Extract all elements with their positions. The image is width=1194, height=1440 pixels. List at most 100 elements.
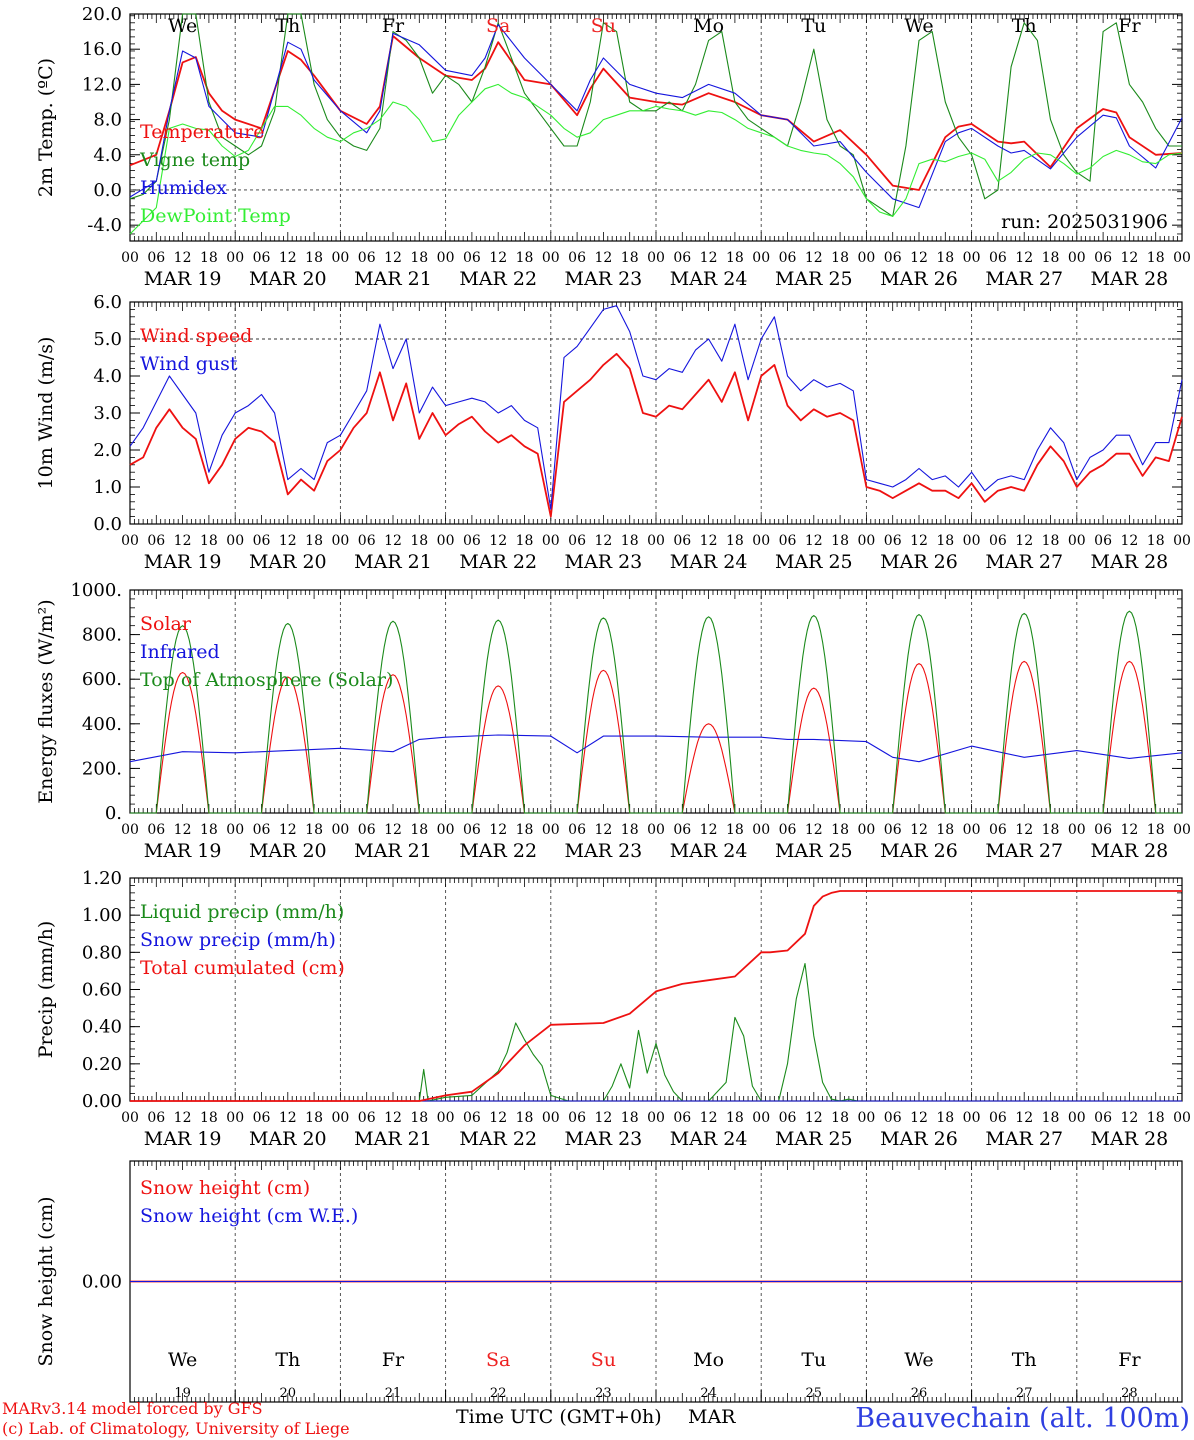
hour-label: 18 bbox=[410, 250, 428, 266]
hour-label: 18 bbox=[726, 822, 744, 838]
y-tick-label: 1.00 bbox=[82, 905, 122, 926]
hour-label: 18 bbox=[200, 822, 218, 838]
hour-label: 18 bbox=[1147, 822, 1165, 838]
hour-label: 18 bbox=[516, 822, 534, 838]
hour-label: 12 bbox=[700, 250, 718, 266]
hour-label: 18 bbox=[200, 250, 218, 266]
weekday-label: Fr bbox=[1118, 15, 1141, 37]
hour-label: 06 bbox=[884, 1110, 902, 1126]
legend-entry: Humidex bbox=[140, 177, 227, 199]
hour-label: 12 bbox=[700, 822, 718, 838]
date-label: MAR 19 bbox=[144, 840, 222, 862]
hour-label: 18 bbox=[410, 533, 428, 549]
hour-label: 00 bbox=[121, 1110, 139, 1126]
hour-label: 06 bbox=[358, 533, 376, 549]
date-label: MAR 19 bbox=[144, 551, 222, 573]
hour-label: 00 bbox=[1173, 250, 1191, 266]
hour-label: 18 bbox=[831, 533, 849, 549]
legend-entry: Infrared bbox=[140, 641, 220, 663]
day-number: 24 bbox=[700, 1386, 717, 1401]
day-number: 25 bbox=[806, 1386, 823, 1401]
hour-label: 12 bbox=[594, 250, 612, 266]
hour-label: 18 bbox=[831, 1110, 849, 1126]
weekday-label: Th bbox=[275, 15, 300, 37]
day-number: 21 bbox=[385, 1386, 402, 1401]
hour-label: 00 bbox=[752, 1110, 770, 1126]
date-label: MAR 22 bbox=[459, 268, 537, 290]
hour-label: 18 bbox=[200, 1110, 218, 1126]
hour-label: 18 bbox=[621, 822, 639, 838]
hour-label: 00 bbox=[752, 250, 770, 266]
hour-label: 18 bbox=[516, 1110, 534, 1126]
weekday-label: We bbox=[904, 15, 933, 37]
series-group bbox=[129, 13, 1183, 235]
hour-label: 18 bbox=[831, 250, 849, 266]
y-tick-label: 5.0 bbox=[93, 329, 122, 350]
hour-label: 00 bbox=[963, 822, 981, 838]
y-tick-label: 0.0 bbox=[93, 180, 122, 201]
hour-label: 06 bbox=[147, 1110, 165, 1126]
hour-label: 12 bbox=[910, 1110, 928, 1126]
date-label: MAR 21 bbox=[354, 840, 432, 862]
date-label: MAR 26 bbox=[880, 1128, 958, 1150]
hour-label: 12 bbox=[1120, 822, 1138, 838]
hour-label: 12 bbox=[910, 250, 928, 266]
hour-label: 12 bbox=[594, 822, 612, 838]
day-number: 26 bbox=[911, 1386, 928, 1401]
weekday-label: Tu bbox=[801, 15, 826, 37]
series-line-dewpoint-temp bbox=[129, 83, 1183, 235]
hour-label: 00 bbox=[857, 533, 875, 549]
day-number: 28 bbox=[1121, 1386, 1138, 1401]
hour-label: 18 bbox=[516, 533, 534, 549]
hour-label: 00 bbox=[1173, 1110, 1191, 1126]
hour-label: 18 bbox=[305, 1110, 323, 1126]
hour-label: 00 bbox=[1068, 1110, 1086, 1126]
y-tick-label: 3.0 bbox=[93, 403, 122, 424]
hour-label: 00 bbox=[647, 533, 665, 549]
hour-label: 06 bbox=[884, 533, 902, 549]
hour-label: 00 bbox=[752, 533, 770, 549]
date-label: MAR 21 bbox=[354, 551, 432, 573]
hour-label: 00 bbox=[857, 822, 875, 838]
hour-label: 06 bbox=[253, 250, 271, 266]
weekday-label: Su bbox=[591, 15, 616, 37]
legend-entry: Snow height (cm W.E.) bbox=[140, 1205, 358, 1227]
hour-label: 00 bbox=[647, 1110, 665, 1126]
y-tick-label: 400. bbox=[82, 714, 122, 735]
hour-label: 18 bbox=[305, 250, 323, 266]
hour-label: 12 bbox=[805, 822, 823, 838]
hour-label: 06 bbox=[358, 250, 376, 266]
hour-label: 12 bbox=[700, 1110, 718, 1126]
hour-label: 06 bbox=[673, 1110, 691, 1126]
hour-label: 18 bbox=[936, 250, 954, 266]
date-label: MAR 27 bbox=[985, 840, 1063, 862]
hour-label: 18 bbox=[621, 1110, 639, 1126]
weekday-label: Fr bbox=[1118, 1349, 1141, 1371]
y-tick-label: 6.0 bbox=[93, 292, 122, 313]
hour-label: 00 bbox=[647, 250, 665, 266]
weekday-label: Sa bbox=[486, 15, 510, 37]
legend-entry: Wind speed bbox=[140, 325, 252, 347]
date-label: MAR 27 bbox=[985, 268, 1063, 290]
legend-entry: DewPoint Temp bbox=[140, 205, 291, 227]
hour-label: 12 bbox=[384, 250, 402, 266]
hour-label: 12 bbox=[1015, 250, 1033, 266]
hour-label: 00 bbox=[963, 533, 981, 549]
date-label: MAR 23 bbox=[565, 1128, 643, 1150]
weekday-label: Th bbox=[275, 1349, 300, 1371]
hour-label: 06 bbox=[253, 533, 271, 549]
hour-label: 06 bbox=[253, 1110, 271, 1126]
hour-label: 00 bbox=[331, 1110, 349, 1126]
hour-label: 12 bbox=[489, 533, 507, 549]
hour-label: 12 bbox=[174, 1110, 192, 1126]
date-label: MAR 27 bbox=[985, 1128, 1063, 1150]
run-label: run: 2025031906 bbox=[1001, 211, 1168, 233]
weekday-label: Tu bbox=[801, 1349, 826, 1371]
hour-label: 18 bbox=[200, 533, 218, 549]
x-axis-title: Time UTC (GMT+0h) bbox=[456, 1406, 662, 1428]
hour-label: 06 bbox=[358, 822, 376, 838]
hour-label: 06 bbox=[1094, 822, 1112, 838]
date-label: MAR 26 bbox=[880, 840, 958, 862]
date-label: MAR 24 bbox=[670, 840, 748, 862]
